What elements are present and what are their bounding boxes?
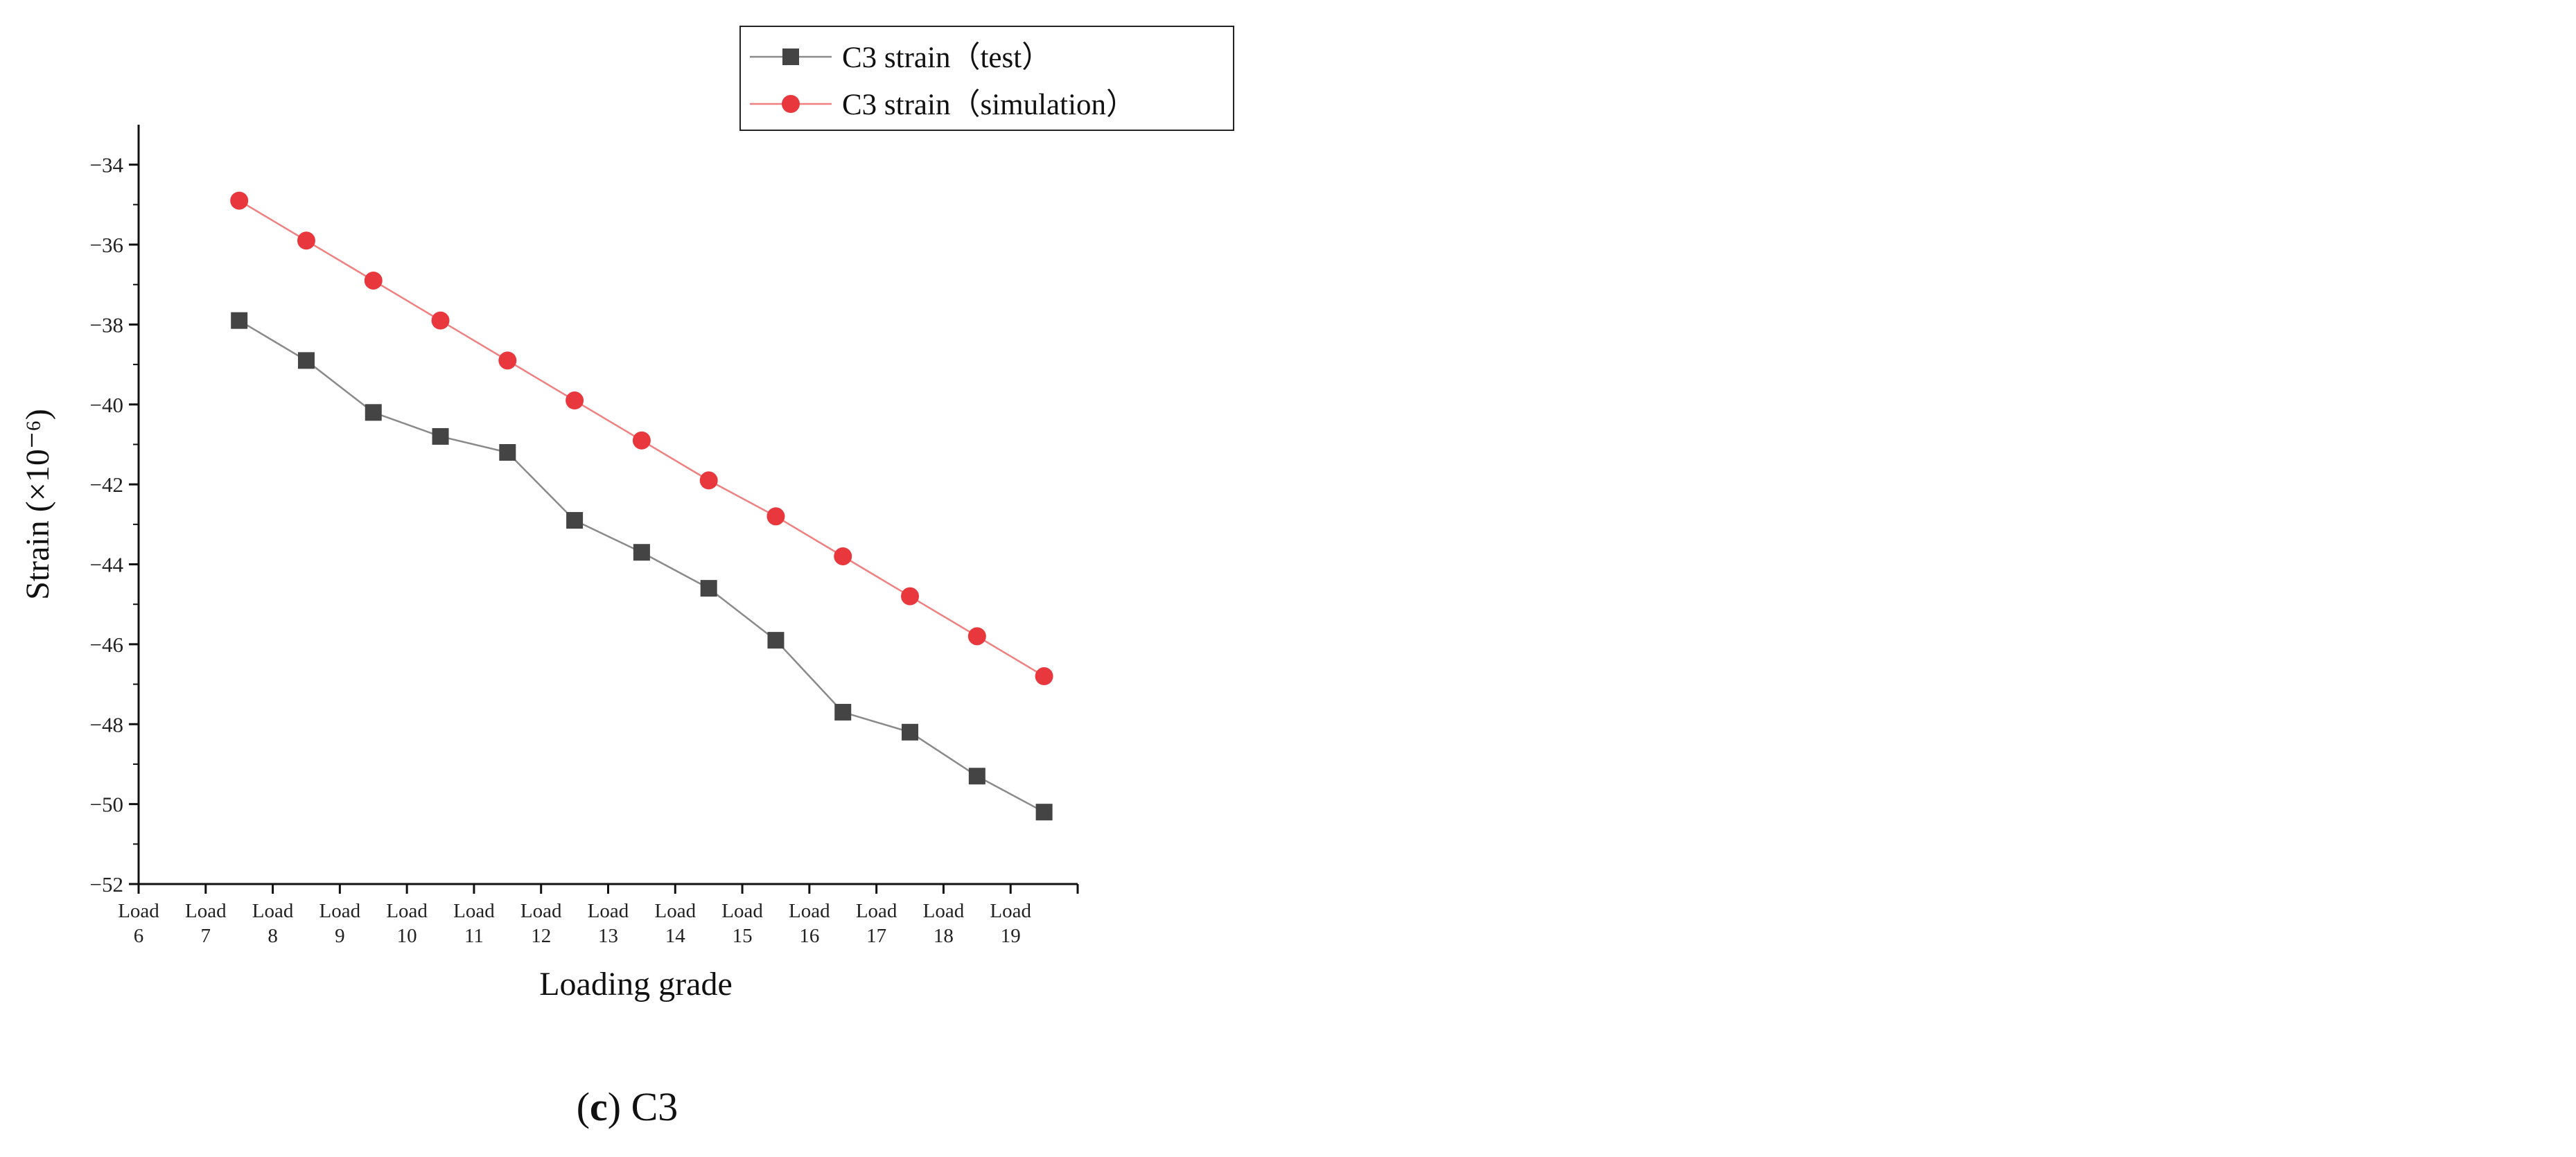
data-point <box>498 351 517 370</box>
data-point <box>834 547 852 565</box>
legend-items: C3 strain（test） C3 strain（simulation） <box>750 42 1136 121</box>
y-ticks: −52 −50 −48 −46 −44 −42 −40 −38 −36 −34 <box>90 153 139 897</box>
x-tick-label: Load 14 <box>654 900 696 947</box>
x-tick-label: Load 10 <box>386 900 428 947</box>
y-tick-label: −46 <box>90 633 123 657</box>
x-tick-label: Load 6 <box>118 900 159 947</box>
data-point <box>432 427 449 445</box>
series-2 <box>230 191 1053 686</box>
x-tick-label: Load 15 <box>721 900 763 947</box>
data-point <box>632 431 651 450</box>
data-point <box>364 271 383 290</box>
x-tick-label: Load 7 <box>185 900 227 947</box>
data-point <box>699 471 718 490</box>
y-tick-label: −34 <box>90 153 124 177</box>
data-point <box>566 391 584 410</box>
data-point <box>297 352 315 369</box>
legend-item: C3 strain（test） <box>750 42 1051 74</box>
legend-marker <box>782 48 799 65</box>
x-tick-label: Load 17 <box>856 900 897 947</box>
legend-label: C3 strain（simulation） <box>842 89 1136 121</box>
data-point <box>766 507 785 526</box>
data-point <box>901 587 920 606</box>
y-axis-title: Strain (×10⁻⁶) <box>19 409 56 600</box>
data-point <box>968 768 985 785</box>
y-tick-label: −44 <box>90 553 124 577</box>
x-tick-label: Load 13 <box>588 900 629 947</box>
x-tick-label: Load 8 <box>252 900 294 947</box>
legend-item: C3 strain（simulation） <box>750 89 1136 121</box>
caption-label: C3 <box>621 1084 678 1129</box>
data-point <box>297 231 315 250</box>
data-point <box>365 404 382 421</box>
data-point <box>231 312 248 329</box>
data-point <box>767 632 785 649</box>
y-tick-label: −42 <box>90 472 123 497</box>
axes: −52−50−48−46−44−42−40−38−36−34 Load 6Load… <box>90 125 1079 947</box>
x-ticks: Load 6 Load 7 Load 8 Load 9 Load 10 Load 11 Load 12 Lo… <box>118 884 1079 947</box>
data-point <box>1035 804 1053 821</box>
series-layer <box>230 191 1053 821</box>
y-tick-label: −52 <box>90 872 123 897</box>
data-point <box>566 512 584 529</box>
y-tick-label: −40 <box>90 393 123 417</box>
x-tick-label: Load 12 <box>520 900 562 947</box>
x-tick-label: Load 18 <box>923 900 965 947</box>
y-tick-label: −48 <box>90 712 123 736</box>
data-point <box>431 311 450 330</box>
x-tick-label: Load 11 <box>453 900 495 947</box>
data-point <box>499 444 516 461</box>
y-tick-label: −36 <box>90 233 123 257</box>
data-point <box>700 580 717 597</box>
x-tick-label: Load 16 <box>789 900 830 947</box>
data-point <box>633 544 650 561</box>
x-tick-label: Load 19 <box>990 900 1031 947</box>
y-tick-label: −50 <box>90 793 123 817</box>
x-axis-title: Loading grade <box>539 966 733 1003</box>
figure-caption: (c) C3 <box>577 1084 678 1129</box>
legend-marker <box>782 95 800 113</box>
legend-label: C3 strain（test） <box>842 42 1051 74</box>
data-point <box>230 191 249 210</box>
caption-open-paren: ( <box>577 1084 590 1129</box>
caption-letter: c <box>590 1084 608 1129</box>
data-point <box>1035 667 1053 686</box>
caption-close-paren: ) <box>608 1084 621 1129</box>
legend: C3 strain（test） C3 strain（simulation） <box>739 26 1234 131</box>
data-point <box>834 703 852 721</box>
legend-box <box>739 26 1234 131</box>
data-point <box>967 627 986 646</box>
data-point <box>902 723 919 741</box>
y-tick-label: −38 <box>90 312 123 337</box>
series-1 <box>231 312 1053 821</box>
x-tick-label: Load 9 <box>319 900 361 947</box>
series-line <box>238 319 1045 813</box>
